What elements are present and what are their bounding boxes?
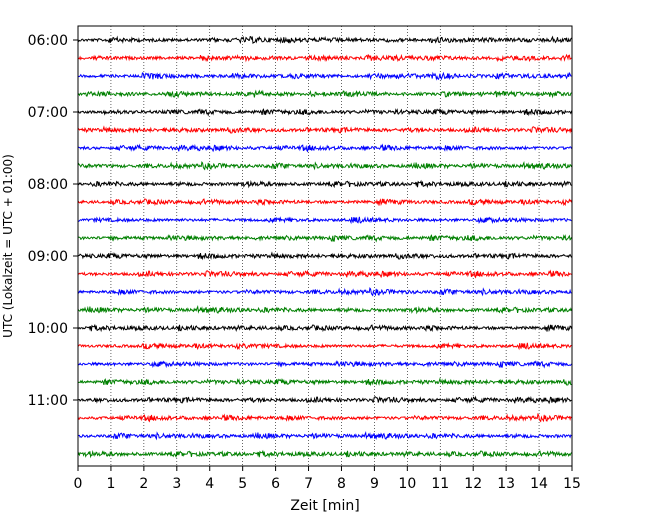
seismogram-trace (77, 53, 572, 63)
x-tick-label: 13 (497, 476, 515, 492)
y-axis-label: UTC (Lokalzeit = UTC + 01:00) (1, 154, 15, 338)
seismogram-trace (77, 360, 572, 369)
seismogram-trace (77, 323, 572, 333)
seismogram-trace (77, 342, 572, 351)
seismogram-trace (77, 377, 572, 387)
y-tick-label: 10:00 (28, 321, 68, 337)
y-axis-ticks: 06:00 07:00 08:00 09:00 10:00 11:00 (28, 33, 78, 409)
plot-frame (77, 25, 573, 467)
seismogram-trace (77, 251, 572, 261)
seismogram-trace (77, 287, 572, 297)
seismogram-trace (77, 108, 572, 117)
y-tick-label: 11:00 (28, 393, 68, 409)
trace-group (77, 35, 572, 459)
y-tick-label: 06:00 (28, 33, 68, 49)
x-tick-label: 12 (464, 476, 482, 492)
seismogram-trace (77, 179, 572, 189)
x-tick-label: 0 (74, 476, 83, 492)
seismogram-trace (77, 305, 572, 315)
seismogram-trace (77, 269, 572, 279)
vertical-grid (110, 26, 540, 466)
x-tick-label: 7 (304, 476, 313, 492)
x-tick-label: 10 (398, 476, 416, 492)
seismogram-trace (77, 71, 572, 81)
seismogram-trace (77, 431, 572, 441)
seismogram-trace (77, 125, 572, 134)
x-tick-label: 11 (431, 476, 449, 492)
x-tick-label: 2 (139, 476, 148, 492)
x-tick-label: 8 (337, 476, 346, 492)
seismogram-trace (77, 234, 572, 243)
seismogram-trace (77, 216, 572, 225)
seismogram-trace (77, 449, 572, 459)
x-tick-label: 14 (530, 476, 548, 492)
seismogram-trace (77, 198, 572, 207)
x-tick-label: 1 (106, 476, 115, 492)
x-axis-label: Zeit [min] (290, 498, 359, 514)
x-tick-label: 15 (563, 476, 581, 492)
y-tick-label: 07:00 (28, 105, 68, 121)
seismogram-trace (77, 89, 572, 99)
x-tick-label: 9 (370, 476, 379, 492)
seismogram-trace (77, 161, 572, 171)
x-tick-label: 5 (238, 476, 247, 492)
seismogram-trace (77, 395, 572, 405)
y-tick-label: 08:00 (28, 177, 68, 193)
seismogram-trace (77, 413, 572, 423)
x-tick-label: 6 (271, 476, 280, 492)
seismogram-trace (77, 35, 572, 45)
x-tick-label: 3 (172, 476, 181, 492)
x-tick-label: 4 (205, 476, 214, 492)
seismogram-trace (77, 143, 572, 153)
x-axis-ticks: 0 1 2 3 4 5 6 7 8 9 10 11 12 13 14 15 (74, 466, 581, 492)
y-tick-label: 09:00 (28, 249, 68, 265)
